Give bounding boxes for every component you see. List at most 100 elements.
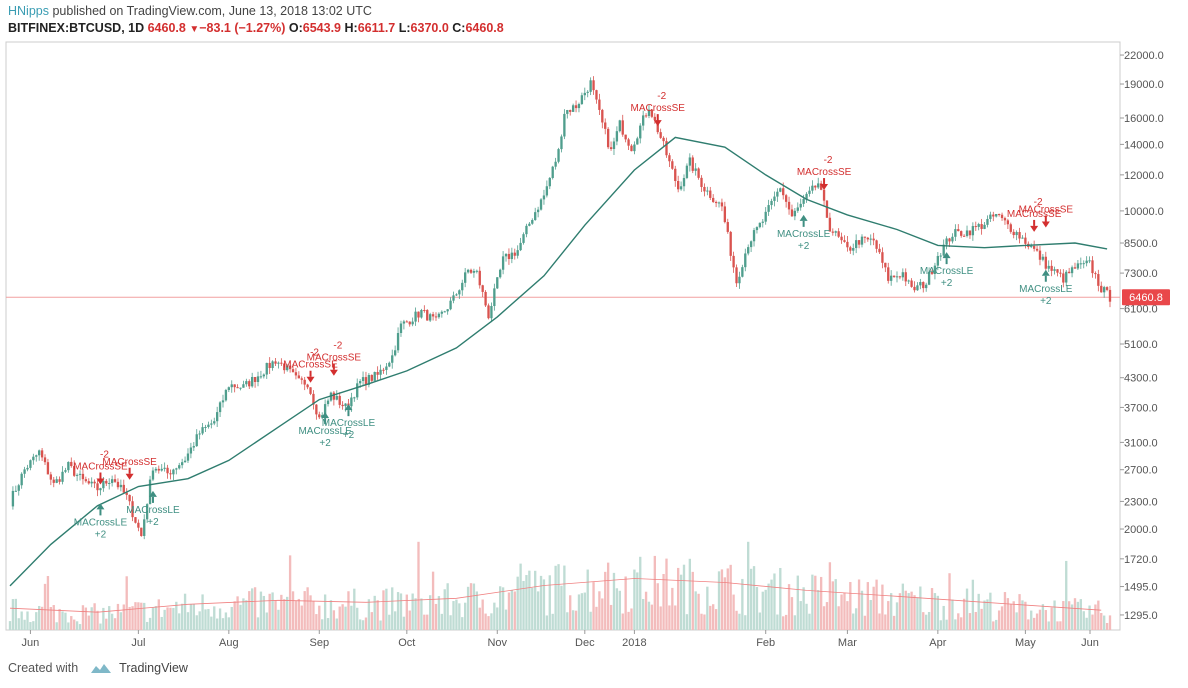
candle-body bbox=[431, 314, 435, 317]
candle-body bbox=[461, 282, 464, 291]
volume-bar bbox=[288, 555, 292, 630]
volume-bar bbox=[817, 590, 820, 630]
volume-bar bbox=[872, 586, 875, 630]
candle-body bbox=[353, 397, 356, 399]
volume-bar bbox=[814, 575, 817, 630]
candle-body bbox=[729, 231, 732, 256]
candle-body bbox=[286, 365, 289, 371]
volume-bar bbox=[854, 608, 858, 630]
candle-body bbox=[793, 210, 797, 217]
candle-body bbox=[388, 362, 391, 367]
volume-bar bbox=[671, 587, 674, 630]
candle-body bbox=[618, 120, 621, 132]
candle-body bbox=[379, 369, 382, 375]
volume-bar bbox=[904, 590, 907, 630]
volume-bar bbox=[650, 604, 654, 630]
volume-bar bbox=[641, 599, 645, 630]
candle-body bbox=[752, 230, 756, 242]
volume-bar bbox=[860, 590, 864, 630]
candle-body bbox=[318, 414, 321, 418]
long-signal-arrow-icon bbox=[942, 252, 951, 259]
tradingview-brand[interactable]: TradingView bbox=[119, 661, 188, 675]
volume-bar bbox=[20, 611, 23, 630]
author-link[interactable]: HNipps bbox=[8, 4, 49, 18]
volume-bar bbox=[615, 588, 619, 630]
symbol-label[interactable]: BITFINEX:BTCUSD, 1D bbox=[8, 21, 145, 35]
volume-bar bbox=[755, 586, 759, 630]
volume-bar bbox=[338, 606, 341, 630]
candle-body bbox=[90, 481, 93, 484]
volume-bar bbox=[843, 592, 846, 630]
volume-bar bbox=[919, 586, 922, 630]
candle-body bbox=[749, 241, 753, 248]
candle-body bbox=[108, 482, 111, 484]
volume-bar bbox=[227, 617, 230, 630]
volume-bar bbox=[180, 603, 184, 630]
volume-bar bbox=[825, 602, 829, 630]
candle-body bbox=[180, 462, 184, 466]
candle-body bbox=[779, 188, 782, 192]
volume-bar bbox=[674, 605, 677, 630]
volume-bar bbox=[729, 564, 732, 630]
y-tick-label: 6100.0 bbox=[1124, 304, 1158, 316]
volume-bar bbox=[14, 598, 18, 630]
candle-body bbox=[534, 212, 537, 221]
candle-body bbox=[253, 376, 257, 382]
candle-body bbox=[907, 280, 910, 282]
x-tick-label: 2018 bbox=[622, 637, 646, 649]
volume-bar bbox=[291, 591, 295, 630]
candle-body bbox=[26, 467, 29, 470]
candle-body bbox=[577, 104, 581, 109]
candle-body bbox=[501, 256, 505, 270]
volume-bar bbox=[125, 576, 128, 630]
volume-bar bbox=[901, 583, 905, 630]
volume-bar bbox=[831, 581, 834, 630]
volume-bar bbox=[983, 600, 986, 630]
candle-body bbox=[989, 214, 992, 219]
volume-bar bbox=[373, 595, 376, 630]
volume-bar bbox=[1070, 604, 1074, 630]
candle-body bbox=[1021, 237, 1024, 239]
candle-body bbox=[1088, 260, 1091, 262]
volume-bar bbox=[388, 614, 391, 630]
volume-bar bbox=[455, 599, 458, 630]
volume-bar bbox=[81, 605, 85, 630]
candle-body bbox=[116, 481, 120, 488]
short-signal-arrow-icon bbox=[329, 369, 338, 376]
candle-body bbox=[309, 387, 312, 394]
volume-bar bbox=[224, 612, 228, 630]
volume-bar bbox=[283, 599, 286, 630]
volume-bar bbox=[417, 541, 420, 630]
last-price-badge-label: 6460.8 bbox=[1129, 292, 1163, 304]
candle-body bbox=[411, 321, 414, 325]
volume-bar bbox=[183, 593, 187, 630]
volume-bar bbox=[639, 556, 642, 630]
volume-bar bbox=[347, 591, 350, 630]
volume-bar bbox=[414, 598, 417, 630]
candle-body bbox=[52, 479, 55, 483]
candle-body bbox=[472, 271, 476, 273]
price-chart[interactable]: 22000.0 19000.0 16000.0 14000.0 12000.0 10000… bbox=[0, 40, 1188, 658]
volume-bar bbox=[294, 601, 298, 630]
volume-bar bbox=[353, 588, 356, 630]
volume-bar bbox=[256, 617, 260, 630]
candle-body bbox=[916, 285, 919, 291]
volume-bar bbox=[1050, 607, 1053, 630]
x-tick-label: Aug bbox=[219, 637, 239, 649]
x-tick-label: Mar bbox=[838, 637, 857, 649]
candle-body bbox=[178, 465, 181, 469]
volume-bar bbox=[525, 575, 528, 630]
candle-body bbox=[615, 131, 619, 142]
volume-bar bbox=[423, 614, 426, 630]
volume-bar bbox=[26, 611, 29, 630]
volume-bar bbox=[779, 567, 782, 630]
candle-body bbox=[408, 321, 411, 325]
volume-bar bbox=[749, 568, 753, 630]
candle-body bbox=[1056, 269, 1059, 273]
candle-body bbox=[122, 484, 125, 493]
y-tick-label: 3100.0 bbox=[1124, 437, 1158, 449]
candle-body bbox=[980, 224, 983, 229]
volume-bar bbox=[315, 614, 318, 630]
candle-body bbox=[297, 375, 301, 379]
volume-bar bbox=[630, 608, 633, 630]
